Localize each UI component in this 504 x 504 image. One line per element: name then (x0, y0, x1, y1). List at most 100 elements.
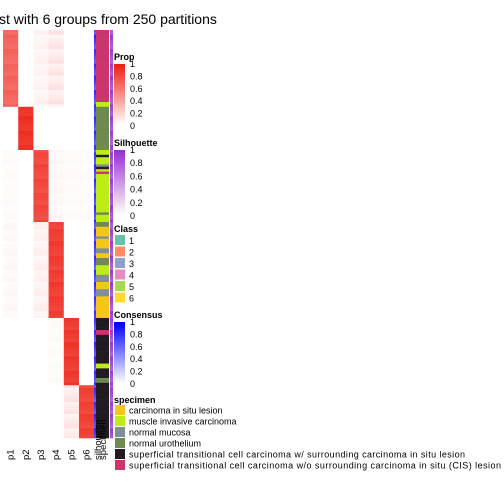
consensus-bar-cell (94, 212, 96, 216)
heatmap-cell (3, 349, 19, 352)
specimen-cell (96, 294, 109, 297)
heatmap-cell (48, 332, 65, 336)
heatmap-cell (79, 174, 95, 177)
heatmap-cell (18, 366, 34, 369)
heatmap-cell (33, 140, 49, 144)
heatmap-cell (63, 229, 80, 232)
heatmap-cell (63, 320, 80, 324)
heatmap-cell (3, 193, 19, 196)
heatmap-cell (18, 370, 34, 374)
heatmap-cell (3, 183, 19, 187)
prop-legend-swatch (114, 109, 125, 113)
heatmap-cell (3, 241, 19, 244)
heatmap-cell (48, 418, 65, 422)
silhouette-legend-tick: 0.2 (130, 198, 143, 208)
heatmap-cell (3, 392, 19, 396)
silhouette-legend-tick: 1 (130, 145, 135, 155)
consensus-bar-cell (94, 270, 96, 273)
specimen-cell (96, 109, 109, 112)
silhouette-cell (110, 176, 113, 180)
heatmap-cell (18, 152, 34, 156)
heatmap-cell (48, 99, 65, 103)
heatmap-cell (18, 310, 34, 314)
heatmap-cell (18, 342, 34, 345)
heatmap-cell (79, 361, 95, 364)
heatmap-cell (48, 56, 65, 60)
consensus-bar-cell (94, 289, 96, 292)
heatmap-cell (3, 39, 19, 43)
heatmap-cell (48, 234, 65, 237)
heatmap-cell (79, 286, 95, 290)
heatmap-cell (3, 217, 19, 220)
heatmap-cell (18, 222, 34, 225)
consensus-bar-cell (94, 90, 96, 93)
heatmap-cell (3, 123, 19, 127)
consensus-bar-cell (94, 51, 96, 55)
heatmap-cell (79, 138, 95, 141)
heatmap-cell (18, 426, 34, 429)
consensus-bar-cell (94, 265, 96, 268)
heatmap-cell (63, 397, 80, 400)
heatmap-cell (63, 164, 80, 168)
silhouette-legend-swatch (114, 161, 125, 164)
silhouette-cell (110, 190, 113, 194)
consensus-bar-cell (94, 308, 96, 312)
consensus-bar-cell (94, 337, 96, 340)
heatmap-cell (79, 34, 95, 38)
silhouette-cell (110, 130, 113, 134)
heatmap-cell (48, 351, 65, 355)
heatmap-cell (63, 375, 80, 379)
heatmap-cell (79, 32, 95, 36)
heatmap-cell (63, 135, 80, 139)
heatmap-cell (79, 385, 95, 388)
heatmap-cell (33, 392, 49, 396)
heatmap-cell (18, 116, 34, 120)
heatmap-cell (33, 349, 49, 352)
silhouette-cell (110, 430, 113, 434)
specimen-cell (96, 258, 109, 261)
heatmap-cell (48, 315, 65, 319)
consensus-bar-cell (94, 250, 96, 254)
heatmap-cell (3, 176, 19, 180)
specimen-legend-label: muscle invasive carcinoma (129, 417, 237, 427)
heatmap-cell (18, 183, 34, 187)
heatmap-cell (48, 330, 65, 333)
heatmap-cell (79, 42, 95, 45)
heatmap-cell (3, 157, 19, 160)
consensus-bar-cell (94, 298, 96, 302)
heatmap-cell (18, 114, 34, 117)
specimen-cell (96, 152, 109, 156)
silhouette-cell (110, 296, 113, 300)
heatmap-cell (33, 241, 49, 244)
heatmap-cell (3, 260, 19, 264)
specimen-cell (96, 274, 109, 278)
heatmap-cell (63, 63, 80, 67)
heatmap-cell (48, 61, 65, 64)
silhouette-cell (110, 114, 113, 117)
heatmap-cell (3, 390, 19, 393)
consensus-bar-cell (94, 121, 96, 124)
silhouette-cell (110, 320, 113, 324)
heatmap-cell (48, 44, 65, 48)
specimen-cell (96, 102, 109, 105)
heatmap-cell (63, 387, 80, 391)
consensus-bar-cell (94, 109, 96, 112)
silhouette-cell (110, 243, 113, 247)
consensus-legend-swatch (114, 371, 125, 375)
heatmap-cell (33, 90, 49, 93)
heatmap-cell (18, 174, 34, 177)
heatmap-cell (63, 363, 80, 367)
consensus-legend-tick: 0.8 (130, 329, 143, 339)
heatmap-cell (33, 37, 49, 40)
heatmap-cell (18, 334, 34, 338)
silhouette-cell (110, 378, 113, 381)
heatmap-cell (18, 351, 34, 355)
heatmap-cell (48, 75, 65, 79)
silhouette-cell (110, 270, 113, 273)
prop-legend-swatch (114, 66, 125, 69)
heatmap-cell (63, 430, 80, 434)
silhouette-cell (110, 421, 113, 424)
heatmap-cell (33, 373, 49, 376)
heatmap-cell (18, 392, 34, 396)
silhouette-cell (110, 339, 113, 343)
